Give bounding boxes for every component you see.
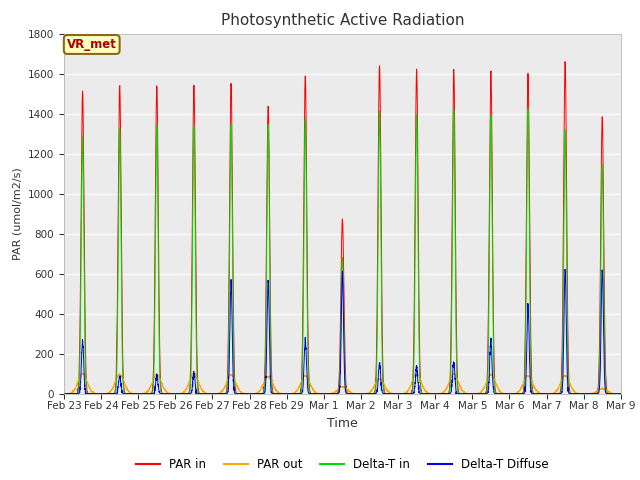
PAR in xyxy=(160,391,168,396)
PAR out xyxy=(436,391,444,396)
PAR out xyxy=(616,391,624,396)
X-axis label: Time: Time xyxy=(327,417,358,430)
Title: Photosynthetic Active Radiation: Photosynthetic Active Radiation xyxy=(221,13,464,28)
Delta-T in xyxy=(499,391,507,396)
Delta-T Diffuse xyxy=(561,267,569,273)
Delta-T in xyxy=(467,391,475,396)
PAR out xyxy=(60,391,68,396)
Delta-T Diffuse xyxy=(436,391,444,396)
Delta-T Diffuse xyxy=(616,391,624,396)
PAR in xyxy=(467,391,475,396)
PAR in xyxy=(561,59,569,64)
Delta-T in xyxy=(450,107,458,112)
Delta-T Diffuse xyxy=(322,391,330,396)
Delta-T in xyxy=(60,391,68,396)
PAR in xyxy=(436,391,444,396)
Y-axis label: PAR (umol/m2/s): PAR (umol/m2/s) xyxy=(12,167,22,260)
PAR out xyxy=(499,390,507,396)
PAR in xyxy=(616,391,624,396)
PAR in xyxy=(322,391,330,396)
PAR in xyxy=(617,391,625,396)
PAR in xyxy=(499,391,506,396)
Line: PAR in: PAR in xyxy=(64,61,621,394)
Delta-T Diffuse xyxy=(60,391,68,396)
Delta-T Diffuse xyxy=(467,391,475,396)
Line: PAR out: PAR out xyxy=(64,373,621,394)
Delta-T in xyxy=(160,391,168,396)
PAR out xyxy=(161,386,168,392)
Delta-T Diffuse xyxy=(617,391,625,396)
Line: Delta-T in: Delta-T in xyxy=(64,109,621,394)
PAR out xyxy=(322,391,330,396)
Delta-T Diffuse xyxy=(499,391,507,396)
Delta-T in xyxy=(322,391,330,396)
Delta-T Diffuse xyxy=(81,391,89,396)
PAR out xyxy=(617,391,625,396)
Legend: PAR in, PAR out, Delta-T in, Delta-T Diffuse: PAR in, PAR out, Delta-T in, Delta-T Dif… xyxy=(131,454,554,476)
Delta-T in xyxy=(617,391,625,396)
PAR in xyxy=(60,391,68,396)
PAR out xyxy=(79,370,86,376)
Text: VR_met: VR_met xyxy=(67,38,116,51)
Delta-T in xyxy=(436,391,444,396)
Delta-T in xyxy=(616,391,624,396)
Line: Delta-T Diffuse: Delta-T Diffuse xyxy=(64,270,621,394)
Delta-T Diffuse xyxy=(161,391,168,396)
PAR out xyxy=(467,391,475,396)
